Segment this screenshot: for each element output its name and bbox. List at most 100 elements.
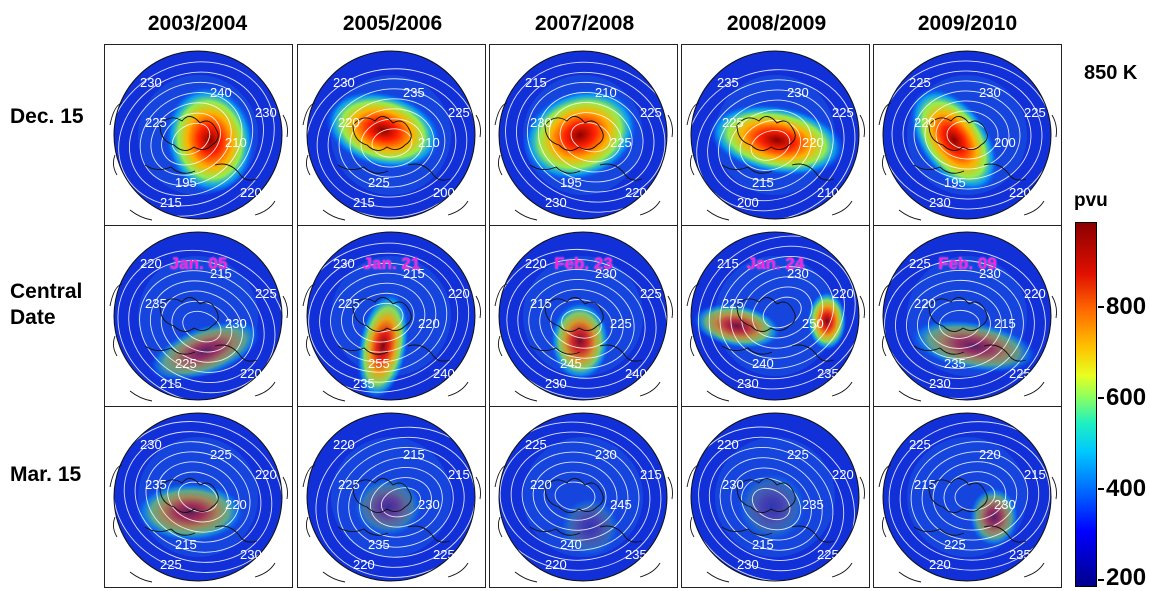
coastline xyxy=(302,464,481,583)
map-panel: 215 230 225 250 240 235 230 220 Jan. 24 xyxy=(681,225,870,407)
contour-label: 220 xyxy=(929,557,951,572)
contour-label: 215 xyxy=(752,537,774,552)
contour-label: 235 xyxy=(353,376,375,391)
coastline xyxy=(144,163,258,181)
coastline xyxy=(544,478,604,513)
contour-line xyxy=(543,471,607,521)
contour-label: 220 xyxy=(914,296,936,311)
globe-outline xyxy=(498,50,668,220)
contour-line xyxy=(708,245,856,380)
coastline xyxy=(736,116,796,151)
contour-line xyxy=(570,122,611,153)
colorbar-label-600: 600 xyxy=(1106,384,1147,411)
contour-line xyxy=(521,451,629,541)
contour-label: 220 xyxy=(979,447,1001,462)
contour-label: 220 xyxy=(1024,286,1046,301)
contour-label: 215 xyxy=(448,467,470,482)
contour-label: 225 xyxy=(525,437,547,452)
contour-line xyxy=(123,431,273,563)
contour-label: 230 xyxy=(737,557,759,572)
contour-line xyxy=(139,270,265,383)
coastline xyxy=(913,525,1027,543)
coastline xyxy=(159,297,219,332)
contour-label: 235 xyxy=(1009,547,1031,562)
contour-label: 220 xyxy=(914,115,936,130)
contour-line xyxy=(697,235,859,390)
pv-anomaly xyxy=(692,302,782,350)
contour-line xyxy=(359,467,443,538)
contour-label: 230 xyxy=(530,115,552,130)
map-panel: 220 215 225 230 235 225 220 215 xyxy=(297,406,486,588)
contour-label: 235 xyxy=(717,75,739,90)
contour-line xyxy=(532,461,618,531)
coastline xyxy=(686,102,865,221)
contour-label: 230 xyxy=(737,376,759,391)
map-panel: 215 210 230 225 195 220 230 225 xyxy=(489,44,678,226)
polar-map xyxy=(686,231,865,402)
column-title-2009-2010: 2009/2010 xyxy=(917,12,1018,35)
contour-line xyxy=(927,299,991,349)
contour-line xyxy=(362,302,404,333)
contour-label: 225 xyxy=(175,356,197,371)
contour-label: 220 xyxy=(1009,185,1031,200)
contour-line xyxy=(739,119,802,171)
coastline xyxy=(529,344,643,362)
contour-label: 225 xyxy=(909,75,931,90)
contour-line xyxy=(719,457,823,551)
coastline xyxy=(686,464,865,583)
contour-label: 210 xyxy=(225,135,247,150)
central-date-label: Jan. 05 xyxy=(169,254,228,273)
map-panel: 230 235 220 210 225 200 215 225 xyxy=(297,44,486,226)
contour-line xyxy=(741,276,824,349)
contour-line xyxy=(902,80,1032,190)
contour-label: 230 xyxy=(545,376,567,391)
contour-label: 215 xyxy=(160,195,182,210)
contour-line xyxy=(916,289,1002,359)
coastline xyxy=(721,344,835,362)
map-panel: 230 215 225 220 255 240 235 220 Jan. 21 xyxy=(297,225,486,407)
map-panel: 225 230 220 200 195 220 230 225 xyxy=(873,44,1062,226)
contour-line xyxy=(134,441,262,553)
contour-line xyxy=(510,441,640,551)
contour-label: 215 xyxy=(403,447,425,462)
contour-line xyxy=(707,89,834,202)
contour-line xyxy=(319,262,448,373)
contour-label: 200 xyxy=(433,185,455,200)
contour-line xyxy=(913,90,1021,180)
contour-label: 235 xyxy=(802,497,824,512)
contour-line xyxy=(943,471,1007,521)
contour-line xyxy=(182,310,222,343)
contour-label: 225 xyxy=(433,547,455,562)
unit-label: pvu xyxy=(1074,190,1108,211)
contour-label: 220 xyxy=(448,286,470,301)
contour-line xyxy=(691,69,856,219)
contour-label: 220 xyxy=(545,557,567,572)
contour-label: 220 xyxy=(717,437,739,452)
polar-map xyxy=(109,231,288,402)
contour-label: 225 xyxy=(722,115,744,130)
contour-label: 230 xyxy=(979,266,1001,281)
contour-label: 230 xyxy=(240,547,262,562)
contour-line xyxy=(924,100,1010,170)
globe-outline xyxy=(306,412,476,582)
contour-line xyxy=(338,98,446,188)
central-date-label: Feb. 23 xyxy=(554,254,613,273)
contour-line xyxy=(149,280,254,373)
coastline xyxy=(337,163,451,181)
contour-line xyxy=(517,269,646,379)
contour-label: 220 xyxy=(832,467,854,482)
contour-label: 235 xyxy=(145,296,167,311)
polar-map xyxy=(302,50,481,221)
contour-line xyxy=(750,129,791,161)
contour-line xyxy=(537,92,644,183)
coastline xyxy=(736,297,796,332)
polar-map xyxy=(686,50,865,221)
polar-map xyxy=(302,231,481,402)
map-panel: 225 220 215 230 225 235 220 215 xyxy=(873,406,1062,588)
pv-anomaly xyxy=(356,291,410,400)
globe-outline xyxy=(882,50,1052,220)
coastline xyxy=(144,344,258,362)
coastline xyxy=(529,525,643,543)
contour-line xyxy=(910,441,1040,551)
contour-label: 230 xyxy=(787,266,809,281)
